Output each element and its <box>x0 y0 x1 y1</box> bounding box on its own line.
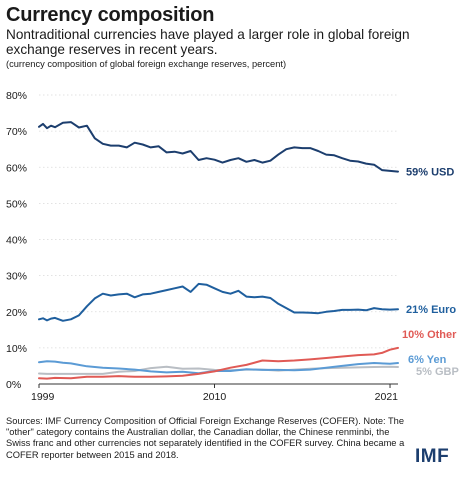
y-tick-label: 20% <box>6 307 27 319</box>
x-tick-label: 1999 <box>31 391 55 400</box>
series-line-gbp <box>38 365 399 375</box>
y-tick-label: 40% <box>6 235 27 247</box>
y-tick-label: 30% <box>6 271 27 283</box>
series-label-other: 10% Other <box>402 329 457 341</box>
x-tick-label: 2010 <box>203 391 227 400</box>
chart-title: Currency composition <box>6 4 215 26</box>
gridlines <box>39 94 398 385</box>
x-axis-tick-labels: 1999 2010 2021 <box>31 384 398 400</box>
series-label-gbp: 5% GBP <box>416 366 459 378</box>
y-tick-label: 80% <box>6 90 27 102</box>
sources-note: Sources: IMF Currency Composition of Off… <box>6 416 405 460</box>
imf-logo: IMF <box>415 446 450 467</box>
series-label-yen: 6% Yen <box>408 354 447 366</box>
series-line-euro <box>38 282 399 322</box>
chart-subtitle: Nontraditional currencies have played a … <box>6 27 410 57</box>
chart-unit-note: (currency composition of global foreign … <box>6 59 287 69</box>
series-line-usd <box>38 121 399 173</box>
y-tick-label: 50% <box>6 198 27 210</box>
series-label-usd: 59% USD <box>406 167 454 179</box>
y-tick-label: 70% <box>6 126 27 138</box>
series-lines <box>38 121 399 380</box>
y-tick-label: 10% <box>6 343 27 355</box>
y-axis-tick-labels: 0% 10% 20% 30% 40% 50% 60% 70% 80% <box>6 90 27 391</box>
x-tick-label: 2021 <box>375 391 399 400</box>
y-tick-label: 60% <box>6 162 27 174</box>
line-chart: 0%10%20%30%40%50%60%70%80% 1999 2010 2021 … <box>6 90 459 400</box>
y-tick-label: 0% <box>6 379 21 391</box>
series-line-other <box>38 346 399 380</box>
series-label-euro: 21% Euro <box>406 304 456 316</box>
